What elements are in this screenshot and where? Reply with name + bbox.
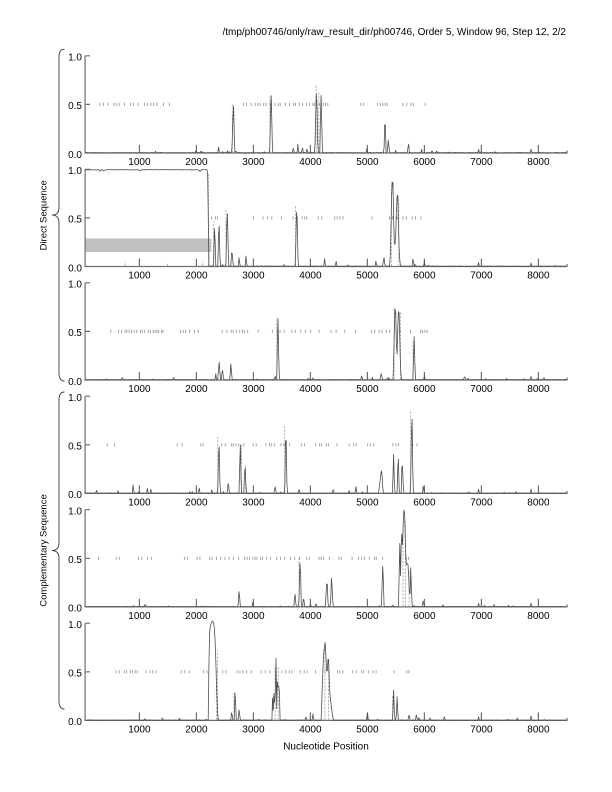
- svg-text:8000: 8000: [527, 725, 550, 736]
- svg-text:8000: 8000: [527, 384, 550, 395]
- svg-text:0.5: 0.5: [68, 101, 82, 112]
- svg-text:0.0: 0.0: [68, 717, 82, 728]
- svg-text:7000: 7000: [470, 271, 493, 282]
- svg-text:6000: 6000: [413, 384, 436, 395]
- svg-text:7000: 7000: [470, 384, 493, 395]
- svg-text:5000: 5000: [356, 384, 379, 395]
- svg-text:0.5: 0.5: [68, 328, 82, 339]
- svg-text:8000: 8000: [527, 271, 550, 282]
- svg-text:2000: 2000: [185, 611, 208, 622]
- svg-text:5000: 5000: [356, 611, 379, 622]
- svg-text:4000: 4000: [299, 725, 322, 736]
- svg-text:1.0: 1.0: [68, 166, 82, 177]
- svg-text:2000: 2000: [185, 498, 208, 509]
- svg-text:8000: 8000: [527, 157, 550, 168]
- svg-text:1000: 1000: [128, 271, 151, 282]
- svg-text:5000: 5000: [356, 725, 379, 736]
- svg-text:3000: 3000: [242, 157, 265, 168]
- svg-text:6000: 6000: [413, 611, 436, 622]
- svg-text:0.0: 0.0: [68, 150, 82, 161]
- svg-text:4000: 4000: [299, 384, 322, 395]
- svg-text:1.0: 1.0: [68, 620, 82, 631]
- svg-text:8000: 8000: [527, 611, 550, 622]
- svg-text:Nucleotide Position: Nucleotide Position: [283, 742, 369, 753]
- svg-text:6000: 6000: [413, 157, 436, 168]
- svg-text:3000: 3000: [242, 384, 265, 395]
- svg-text:3000: 3000: [242, 271, 265, 282]
- svg-text:1000: 1000: [128, 384, 151, 395]
- svg-text:2000: 2000: [185, 725, 208, 736]
- svg-text:6000: 6000: [413, 725, 436, 736]
- svg-text:5000: 5000: [356, 498, 379, 509]
- svg-text:0.0: 0.0: [68, 377, 82, 388]
- svg-text:4000: 4000: [299, 157, 322, 168]
- svg-text:6000: 6000: [413, 271, 436, 282]
- svg-text:1.0: 1.0: [68, 507, 82, 518]
- svg-text:1000: 1000: [128, 725, 151, 736]
- svg-text:0.5: 0.5: [68, 555, 82, 566]
- svg-text:3000: 3000: [242, 498, 265, 509]
- svg-text:1.0: 1.0: [68, 53, 82, 64]
- svg-text:1000: 1000: [128, 498, 151, 509]
- svg-text:3000: 3000: [242, 725, 265, 736]
- svg-text:5000: 5000: [356, 157, 379, 168]
- svg-text:0.5: 0.5: [68, 215, 82, 226]
- svg-text:/tmp/ph00746/only/raw_result_d: /tmp/ph00746/only/raw_result_dir/ph00746…: [222, 27, 566, 38]
- svg-text:4000: 4000: [299, 271, 322, 282]
- svg-text:0.5: 0.5: [68, 669, 82, 680]
- svg-text:0.0: 0.0: [68, 604, 82, 615]
- svg-text:5000: 5000: [356, 271, 379, 282]
- svg-text:1000: 1000: [128, 611, 151, 622]
- svg-text:7000: 7000: [470, 157, 493, 168]
- svg-text:8000: 8000: [527, 498, 550, 509]
- svg-text:2000: 2000: [185, 157, 208, 168]
- svg-text:2000: 2000: [185, 384, 208, 395]
- svg-text:2000: 2000: [185, 271, 208, 282]
- svg-text:0.0: 0.0: [68, 490, 82, 501]
- svg-text:Complementary Sequence: Complementary Sequence: [39, 494, 50, 606]
- svg-text:3000: 3000: [242, 611, 265, 622]
- svg-text:4000: 4000: [299, 498, 322, 509]
- svg-text:1.0: 1.0: [68, 280, 82, 291]
- svg-text:1.0: 1.0: [68, 393, 82, 404]
- svg-text:4000: 4000: [299, 611, 322, 622]
- svg-text:6000: 6000: [413, 498, 436, 509]
- svg-text:7000: 7000: [470, 725, 493, 736]
- svg-text:1000: 1000: [128, 157, 151, 168]
- svg-text:0.0: 0.0: [68, 263, 82, 274]
- svg-text:0.5: 0.5: [68, 442, 82, 453]
- svg-text:7000: 7000: [470, 498, 493, 509]
- svg-text:Direct Sequence: Direct Sequence: [39, 180, 50, 250]
- svg-text:7000: 7000: [470, 611, 493, 622]
